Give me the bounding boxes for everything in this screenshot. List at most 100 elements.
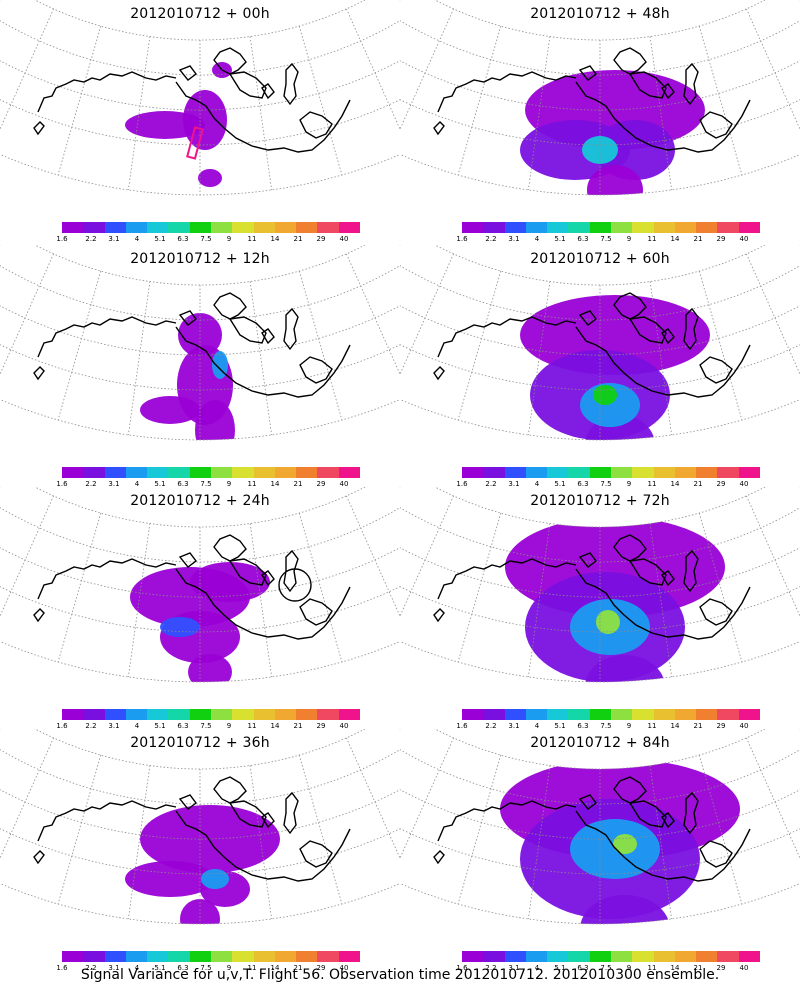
colorbar-label: 11 bbox=[247, 722, 257, 730]
colorbar-swatch bbox=[632, 222, 654, 233]
colorbar-labels: 1.6 2.2 3.1 4 5.1 6.3 7.5 9 11 14 21 29 40 bbox=[56, 964, 367, 974]
variance-field bbox=[520, 70, 705, 195]
panel-title: 2012010712 + 12h bbox=[130, 251, 270, 267]
colorbar-label: 40 bbox=[739, 964, 749, 972]
colorbar-swatch bbox=[253, 709, 275, 720]
sector-map bbox=[0, 487, 400, 683]
panel-title: 2012010712 + 00h bbox=[130, 6, 270, 22]
colorbar-labels: 1.6 2.2 3.1 4 5.1 6.3 7.5 9 11 14 21 29 40 bbox=[456, 480, 767, 490]
colorbar-label: 3.1 bbox=[108, 964, 120, 972]
variance-contour bbox=[613, 834, 637, 854]
colorbar-swatch bbox=[147, 709, 169, 720]
colorbar-label: 40 bbox=[739, 235, 749, 243]
colorbar-label: 9 bbox=[226, 722, 232, 730]
colorbar-swatch bbox=[274, 467, 297, 478]
sector-map bbox=[0, 729, 400, 925]
colorbar-label: 9 bbox=[626, 480, 632, 488]
coastlines bbox=[33, 776, 351, 882]
graticule bbox=[400, 245, 800, 441]
coastlines bbox=[433, 776, 751, 882]
colorbar-swatch bbox=[274, 222, 297, 233]
colorbar-swatch bbox=[674, 709, 697, 720]
colorbar-swatch bbox=[674, 467, 697, 478]
colorbar-swatch bbox=[274, 709, 297, 720]
colorbar-swatch bbox=[696, 951, 718, 962]
colorbar-label: 7.5 bbox=[600, 964, 612, 972]
colorbar-label: 21 bbox=[693, 235, 703, 243]
colorbar-swatch bbox=[525, 222, 548, 233]
colorbar-swatch bbox=[147, 951, 169, 962]
colorbar-swatch bbox=[296, 709, 318, 720]
figure-caption: Signal Variance for u,v,T. Flight 56. Ob… bbox=[80, 967, 720, 983]
colorbar-label: 3.1 bbox=[108, 480, 120, 488]
coastlines bbox=[33, 534, 351, 640]
colorbar-swatch bbox=[738, 709, 760, 720]
colorbar-swatch bbox=[483, 222, 505, 233]
colorbar-label: 3.1 bbox=[508, 722, 520, 730]
variance-contour bbox=[180, 899, 220, 924]
map-panel: 2012010712 + 72h 1.6 2.2 3.1 4 5.1 6.3 7.5 9 11 14… bbox=[400, 487, 800, 732]
colorbar-swatch bbox=[738, 222, 760, 233]
colorbar-swatch bbox=[653, 467, 675, 478]
colorbar-label: 3.1 bbox=[508, 480, 520, 488]
colorbar-label: 21 bbox=[693, 722, 703, 730]
colorbar-label: 2.2 bbox=[85, 964, 97, 972]
graticule bbox=[0, 729, 400, 925]
colorbar-swatch bbox=[610, 467, 633, 478]
variance-contour bbox=[585, 415, 655, 440]
colorbar-label: 2.2 bbox=[485, 235, 497, 243]
colorbar-swatch bbox=[738, 951, 760, 962]
colorbar-label: 3.1 bbox=[508, 235, 520, 243]
colorbar-label: 7.5 bbox=[200, 235, 212, 243]
colorbar-swatch bbox=[632, 951, 654, 962]
colorbar-swatch bbox=[125, 951, 148, 962]
variance-field bbox=[520, 295, 710, 440]
colorbar-swatch bbox=[338, 709, 360, 720]
colorbar-swatch bbox=[317, 467, 339, 478]
colorbar-label: 21 bbox=[293, 964, 303, 972]
colorbar-swatch bbox=[610, 709, 633, 720]
colorbar-swatch bbox=[696, 709, 718, 720]
colorbar-label: 5.1 bbox=[554, 722, 566, 730]
colorbar-swatch bbox=[168, 709, 190, 720]
colorbar-label: 9 bbox=[626, 964, 632, 972]
colorbar bbox=[62, 951, 360, 962]
colorbar-labels: 1.6 2.2 3.1 4 5.1 6.3 7.5 9 11 14 21 29 40 bbox=[456, 722, 767, 732]
colorbar-label: 11 bbox=[647, 235, 657, 243]
colorbar-swatch bbox=[210, 467, 233, 478]
colorbar-label: 11 bbox=[247, 235, 257, 243]
colorbar-label: 40 bbox=[339, 235, 349, 243]
colorbar-swatch bbox=[232, 951, 254, 962]
colorbar-label: 4 bbox=[534, 722, 540, 730]
colorbar-swatch bbox=[210, 951, 233, 962]
colorbar-labels: 1.6 2.2 3.1 4 5.1 6.3 7.5 9 11 14 21 29 40 bbox=[56, 722, 367, 732]
colorbar-swatch bbox=[317, 222, 339, 233]
colorbar-label: 14 bbox=[670, 480, 680, 488]
variance-contour bbox=[188, 654, 232, 682]
colorbar-label: 40 bbox=[339, 964, 349, 972]
colorbar-swatch bbox=[317, 709, 339, 720]
colorbar-label: 7.5 bbox=[600, 235, 612, 243]
colorbar-label: 11 bbox=[247, 964, 257, 972]
colorbar-swatch bbox=[696, 222, 718, 233]
colorbar-label: 4 bbox=[134, 235, 140, 243]
colorbar-swatch bbox=[717, 951, 739, 962]
colorbar-swatch bbox=[317, 951, 339, 962]
colorbar-label: 21 bbox=[293, 235, 303, 243]
map-panel: 2012010712 + 36h 1.6 2.2 3.1 4 5.1 6.3 7.5 9 11 14… bbox=[0, 729, 400, 974]
colorbar-label: 6.3 bbox=[577, 235, 589, 243]
panel-title: 2012010712 + 24h bbox=[130, 493, 270, 509]
colorbar-labels: 1.6 2.2 3.1 4 5.1 6.3 7.5 9 11 14 21 29 40 bbox=[56, 480, 367, 490]
colorbar-label: 29 bbox=[316, 235, 326, 243]
map-panel: 2012010712 + 12h 1.6 2.2 3.1 4 5.1 6.3 7.5 9 11 14… bbox=[0, 245, 400, 490]
colorbar-label: 5.1 bbox=[154, 480, 166, 488]
colorbar-label: 21 bbox=[693, 480, 703, 488]
colorbar-label: 6.3 bbox=[177, 964, 189, 972]
colorbar-label: 1.6 bbox=[456, 722, 468, 730]
colorbar-swatch bbox=[104, 951, 126, 962]
variance-field bbox=[125, 805, 280, 924]
colorbar-label: 4 bbox=[534, 964, 540, 972]
colorbar-swatch bbox=[104, 222, 126, 233]
colorbar-label: 3.1 bbox=[508, 964, 520, 972]
graticule bbox=[0, 487, 400, 683]
